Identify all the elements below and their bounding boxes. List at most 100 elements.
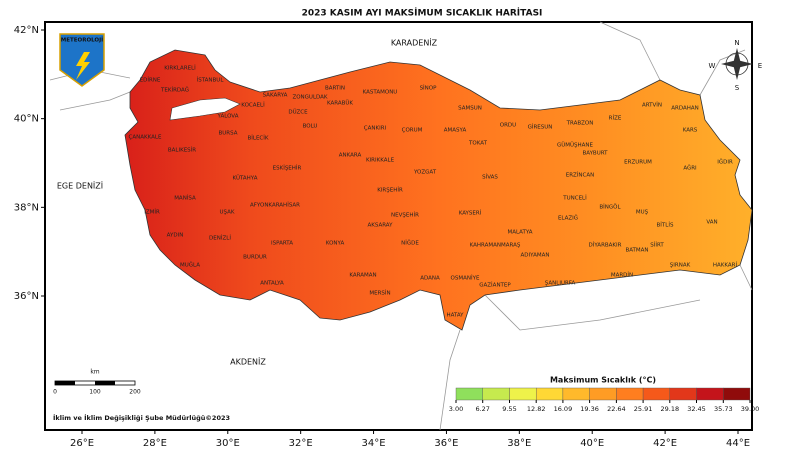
province-label: İSTANBUL (197, 77, 225, 84)
colorbar-tick-label: 9.55 (502, 405, 516, 413)
scale-label: 200 (129, 389, 141, 396)
province-label: ORDU (500, 123, 516, 129)
sea-label: AKDENİZ (230, 357, 266, 367)
compass-west: W (709, 62, 716, 70)
colorbar-segment (535, 387, 564, 401)
turkey-temperature-field (124, 49, 753, 331)
province-label: KIRIKKALE (366, 158, 395, 164)
province-label: BURDUR (243, 255, 267, 261)
province-label: KAHRAMANMARAŞ (470, 243, 521, 249)
province-label: MUĞLA (180, 262, 200, 269)
province-label: BİNGÖL (599, 204, 621, 211)
colorbar-tick-label: 12.82 (527, 405, 546, 413)
x-tick-label: 32°E (289, 438, 313, 449)
marmara-sea (169, 97, 241, 121)
province-label: ZONGULDAK (292, 95, 327, 101)
province-label: YOZGAT (413, 170, 437, 176)
province-label: YALOVA (217, 114, 239, 120)
province-label: NİĞDE (401, 240, 419, 247)
province-label: KARS (683, 128, 698, 134)
province-label: AYDIN (167, 233, 184, 239)
logo-text: METEOROLOJİ (61, 37, 103, 44)
x-tick-label: 26°E (70, 438, 94, 449)
province-label: MUŞ (636, 210, 649, 216)
province-label: AĞRI (683, 165, 697, 172)
credit: İklim ve İklim Değişikliği Şube Müdürlüğ… (53, 413, 230, 422)
province-label: KONYA (326, 241, 345, 247)
y-tick-label: 40°N (14, 114, 39, 125)
colorbar-segment (723, 387, 751, 401)
x-tick-label: 42°E (653, 438, 677, 449)
province-label: GİRESUN (528, 124, 553, 131)
colorbar-tick-label: 3.00 (449, 405, 463, 413)
province-label: ESKİŞEHİR (273, 165, 302, 172)
colorbar-segment (616, 387, 644, 401)
province-label: ARTVİN (642, 102, 662, 109)
province-label: GAZİANTEP (479, 282, 511, 289)
compass-north: N (734, 39, 739, 47)
province-label: AMASYA (444, 128, 467, 134)
province-label: BATMAN (625, 248, 648, 254)
colorbar-segment (589, 387, 617, 401)
colorbar-tick-label: 6.27 (475, 405, 489, 413)
sea-label: EGE DENİZİ (57, 181, 103, 191)
province-label: MANİSA (174, 195, 196, 202)
colorbar-segment (455, 387, 483, 401)
x-tick-label: 36°E (434, 438, 458, 449)
scale-unit: km (90, 369, 99, 376)
colorbar-tick-label: 39.00 (741, 405, 760, 413)
province-label: ERZURUM (624, 160, 652, 166)
x-tick-label: 28°E (143, 438, 167, 449)
province-label: KASTAMONU (363, 90, 398, 96)
province-label: VAN (706, 220, 717, 226)
province-label: ÇANAKKALE (129, 135, 162, 141)
x-tick-label: 40°E (580, 438, 604, 449)
province-label: ANKARA (339, 153, 362, 159)
y-tick-label: 38°N (14, 202, 39, 213)
province-label: SAKARYA (263, 93, 288, 99)
province-label: ÇANKIRI (364, 126, 387, 132)
province-label: ŞIRNAK (670, 263, 691, 269)
province-label: TOKAT (468, 141, 488, 147)
y-tick-label: 42°N (14, 25, 39, 36)
province-label: SAMSUN (458, 106, 482, 112)
colorbar-tick-label: 25.91 (634, 405, 653, 413)
colorbar-segment (642, 387, 671, 401)
province-label: BOLU (303, 124, 318, 130)
x-tick-label: 30°E (216, 438, 240, 449)
province-label: ANTALYA (260, 281, 284, 287)
colorbar-tick-label: 22.64 (607, 405, 626, 413)
compass: N W E S (709, 39, 763, 92)
province-label: MERSİN (369, 290, 390, 297)
province-label: HAKKARİ (713, 262, 738, 269)
province-label: HATAY (446, 313, 464, 319)
province-label: IĞDIR (717, 159, 733, 166)
province-label: SİİRT (650, 242, 664, 249)
province-label: DENİZLİ (209, 235, 231, 242)
province-label: ÇORUM (402, 128, 423, 134)
province-label: EDİRNE (140, 77, 161, 84)
colorbar-segment (669, 387, 697, 401)
scale-bar: km 0 100 200 (53, 369, 141, 396)
generated: 26°E 28°E 30°E 32°E 34°E 36°E 38°E 40°E 42°E 44°E… (14, 25, 760, 449)
scale-label: 100 (89, 389, 101, 396)
province-label: AKSARAY (367, 223, 393, 229)
province-label: DİYARBAKIR (589, 242, 622, 249)
logo: METEOROLOJİ (59, 33, 105, 87)
province-label: BURSA (219, 131, 238, 137)
province-label: ISPARTA (271, 241, 293, 247)
province-label: KARAMAN (349, 273, 376, 279)
map-title: 2023 KASIM AYI MAKSİMUM SICAKLIK HARİTAS… (302, 8, 543, 19)
province-label: İZMİR (144, 209, 160, 216)
province-label: KARABÜK (327, 100, 353, 107)
colorbar-tick-label: 16.09 (554, 405, 573, 413)
province-label: OSMANİYE (451, 275, 480, 282)
x-tick-label: 44°E (726, 438, 750, 449)
sea-label: KARADENİZ (391, 38, 438, 48)
province-label: KÜTAHYA (232, 175, 257, 182)
province-label: BARTIN (325, 86, 345, 92)
x-tick-label: 38°E (507, 438, 531, 449)
colorbar-segment (509, 387, 537, 401)
colorbar-segment (696, 387, 724, 401)
